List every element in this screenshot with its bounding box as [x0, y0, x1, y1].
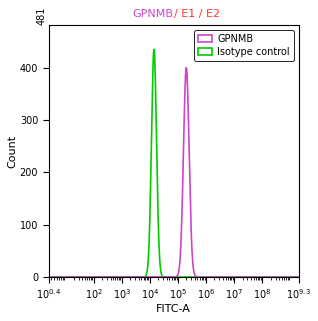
Legend: GPNMB, Isotype control: GPNMB, Isotype control [194, 30, 294, 61]
Text: 481: 481 [36, 7, 46, 25]
Text: GPNMB: GPNMB [133, 9, 174, 19]
Text: / E1 / E2: / E1 / E2 [174, 9, 220, 19]
Y-axis label: Count: Count [7, 134, 17, 168]
X-axis label: FITC-A: FITC-A [156, 304, 191, 314]
